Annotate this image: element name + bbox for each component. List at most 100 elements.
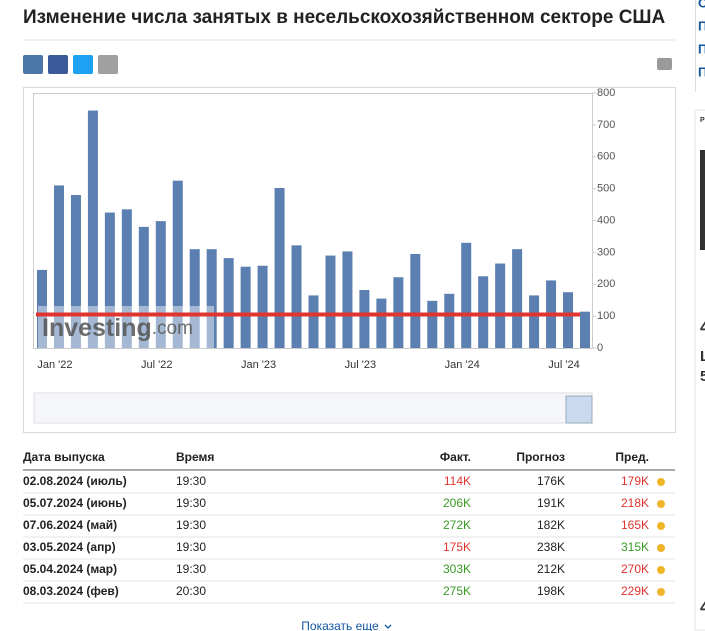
sidebar-link[interactable]: С bbox=[698, 0, 705, 10]
table-cell: 19:30 bbox=[176, 518, 206, 532]
table-cell: 198K bbox=[537, 584, 565, 598]
importance-dot bbox=[657, 522, 665, 530]
y-tick-label: 0 bbox=[597, 342, 603, 354]
email-button[interactable] bbox=[98, 55, 118, 74]
bar bbox=[87, 110, 98, 348]
table-cell: 02.08.2024 (июль) bbox=[23, 474, 127, 488]
table-cell: 08.03.2024 (фев) bbox=[23, 584, 119, 598]
table-cell: 315K bbox=[621, 540, 649, 554]
bar bbox=[257, 265, 268, 348]
bar bbox=[104, 212, 115, 348]
watermark-brand: Investing bbox=[42, 314, 152, 342]
table-cell: 114K bbox=[444, 474, 471, 488]
table-cell: 176K bbox=[537, 474, 565, 488]
bar bbox=[121, 209, 132, 348]
bar bbox=[155, 221, 166, 348]
importance-dot bbox=[657, 588, 665, 596]
watermark-domain: .com bbox=[152, 318, 193, 339]
x-tick-label: Jul '22 bbox=[141, 359, 172, 371]
print-button[interactable] bbox=[657, 58, 672, 70]
y-tick-label: 400 bbox=[597, 214, 615, 226]
bar bbox=[308, 295, 319, 348]
table-cell: 19:30 bbox=[176, 540, 206, 554]
column-header: Время bbox=[176, 450, 214, 464]
table-cell: 191K bbox=[537, 496, 565, 510]
bar bbox=[37, 269, 47, 348]
x-tick-label: Jan '23 bbox=[241, 359, 276, 371]
sidebar-image bbox=[700, 150, 705, 250]
bar bbox=[240, 266, 251, 348]
table-cell: 19:30 bbox=[176, 562, 206, 576]
sidebar-fragment: 5 bbox=[700, 368, 705, 385]
vk-button[interactable] bbox=[23, 55, 43, 74]
table-cell: 218K bbox=[621, 496, 649, 510]
y-tick-label: 700 bbox=[597, 119, 615, 131]
y-tick-label: 100 bbox=[597, 310, 615, 322]
sidebar-fragment: 4 bbox=[700, 597, 705, 616]
table-cell: 270K bbox=[621, 562, 649, 576]
table-cell: 03.05.2024 (апр) bbox=[23, 540, 116, 554]
plot: 0 100 200 300 400 500 600 700 800 Jan '22 Jul '22 J… bbox=[36, 87, 615, 421]
navigator-window[interactable] bbox=[565, 395, 593, 424]
watermark: Investing.com bbox=[42, 314, 193, 342]
table-cell: 212K bbox=[537, 562, 565, 576]
table-cell: 20:30 bbox=[176, 584, 206, 598]
bar bbox=[427, 300, 438, 348]
bar bbox=[223, 258, 234, 348]
sidebar-box bbox=[694, 109, 705, 631]
bar bbox=[70, 195, 81, 348]
bar bbox=[53, 185, 64, 348]
y-tick-label: 300 bbox=[597, 246, 615, 258]
bar bbox=[342, 251, 353, 348]
page-title: Изменение числа занятых в несельскохозяй… bbox=[23, 7, 666, 28]
bar bbox=[376, 298, 387, 348]
bar bbox=[495, 263, 506, 348]
bar bbox=[359, 289, 370, 348]
bar bbox=[172, 180, 183, 348]
bar bbox=[461, 242, 472, 348]
bar bbox=[410, 253, 421, 348]
share-buttons bbox=[23, 55, 672, 74]
table-cell: 19:30 bbox=[176, 496, 206, 510]
column-header: Факт. bbox=[440, 450, 471, 464]
table-cell: 272K bbox=[443, 518, 471, 532]
y-tick-label: 500 bbox=[597, 183, 615, 195]
table-cell: 275K bbox=[443, 584, 471, 598]
y-tick-label: 600 bbox=[597, 151, 615, 163]
table-cell: 07.06.2024 (май) bbox=[23, 518, 117, 532]
sidebar-link[interactable]: П bbox=[698, 18, 705, 33]
table-cell: 182K bbox=[537, 518, 565, 532]
x-tick-label: Jul '24 bbox=[548, 359, 579, 371]
bar bbox=[325, 255, 336, 348]
bar bbox=[206, 249, 217, 348]
sidebar-link[interactable]: П bbox=[698, 64, 705, 79]
table-cell: 238K bbox=[537, 540, 565, 554]
importance-dot bbox=[657, 566, 665, 574]
show-more-caret bbox=[384, 624, 392, 629]
importance-dot bbox=[657, 478, 665, 486]
table-cell: 179K bbox=[621, 474, 649, 488]
importance-dot bbox=[657, 500, 665, 508]
bar bbox=[189, 249, 200, 348]
bar bbox=[138, 226, 149, 348]
facebook-button[interactable] bbox=[48, 55, 68, 74]
table-cell: 05.07.2024 (июнь) bbox=[23, 496, 127, 510]
bar bbox=[444, 293, 455, 348]
table-cell: 229K bbox=[621, 584, 649, 598]
table-cell: 165K bbox=[621, 518, 649, 532]
bar bbox=[512, 249, 523, 348]
twitter-button[interactable] bbox=[73, 55, 93, 74]
show-more[interactable]: Показать еще bbox=[301, 619, 379, 631]
bar bbox=[291, 245, 302, 348]
sidebar-fragment: L bbox=[700, 348, 705, 365]
column-header: Пред. bbox=[615, 450, 649, 464]
navigator bbox=[33, 392, 593, 424]
column-header: Дата выпуска bbox=[23, 450, 105, 464]
bar bbox=[529, 295, 540, 348]
table-cell: 303K bbox=[443, 562, 471, 576]
table-cell: 05.04.2024 (мар) bbox=[23, 562, 117, 576]
x-tick-label: Jul '23 bbox=[345, 359, 376, 371]
sidebar-link[interactable]: П bbox=[698, 41, 705, 56]
